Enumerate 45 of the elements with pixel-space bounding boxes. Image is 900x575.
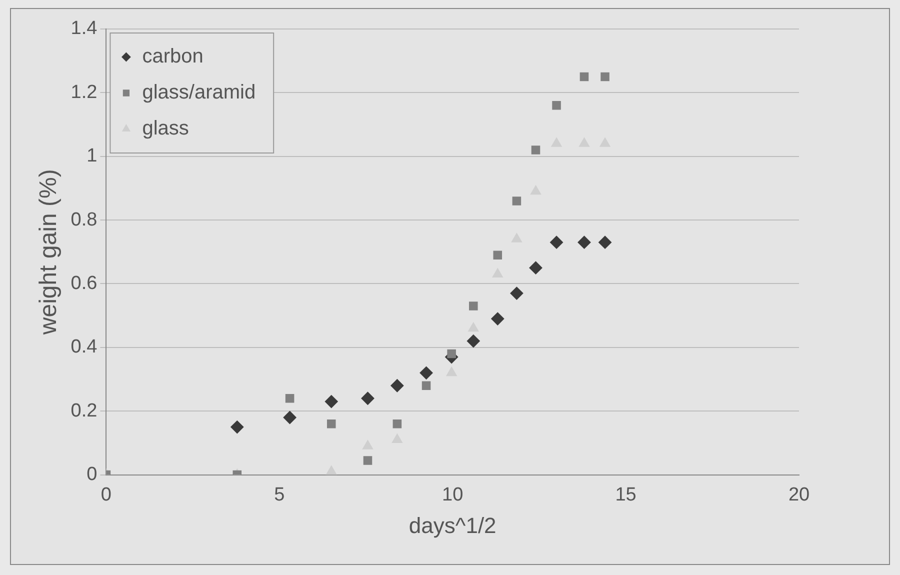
point <box>326 419 336 428</box>
legend-label: glass/aramid <box>142 82 256 104</box>
point <box>422 381 431 390</box>
point <box>552 101 561 110</box>
y-tick-label: 1.4 <box>70 18 98 40</box>
x-tick-label: 20 <box>788 484 810 506</box>
y-tick-label: 1 <box>86 146 98 167</box>
point <box>510 286 524 300</box>
point <box>529 261 542 274</box>
y-axis-title: weight gain (%) <box>35 169 62 336</box>
y-tick-label: 0 <box>86 464 98 486</box>
point <box>392 419 402 428</box>
point <box>531 146 540 154</box>
legend-label: carbon <box>142 46 204 68</box>
point <box>390 379 404 392</box>
point <box>512 196 522 206</box>
point <box>420 366 433 380</box>
x-tick-label: 15 <box>615 484 636 506</box>
point <box>283 410 296 424</box>
point <box>550 236 564 249</box>
x-tick-label: 0 <box>100 484 112 506</box>
point <box>326 466 337 475</box>
point <box>469 302 478 310</box>
point <box>578 236 591 249</box>
point <box>491 312 504 326</box>
y-tick-label: 1.2 <box>70 82 98 103</box>
point <box>447 349 456 358</box>
point <box>324 395 338 408</box>
point <box>600 72 610 82</box>
x-axis-title: days^1/2 <box>408 512 496 538</box>
y-tick-label: 0.2 <box>70 400 98 422</box>
point <box>363 456 372 465</box>
x-tick-label: 10 <box>442 484 464 506</box>
point <box>466 334 480 348</box>
y-tick-label: 0.8 <box>70 209 98 230</box>
y-tick-label: 0.4 <box>70 336 98 358</box>
point <box>598 236 612 249</box>
point <box>285 394 294 403</box>
point <box>580 72 589 82</box>
point <box>230 420 244 434</box>
point <box>361 392 374 405</box>
point <box>493 250 502 260</box>
legend-label: glass <box>142 118 189 140</box>
y-tick-label: 0.6 <box>70 272 98 294</box>
x-tick-label: 5 <box>274 484 285 506</box>
